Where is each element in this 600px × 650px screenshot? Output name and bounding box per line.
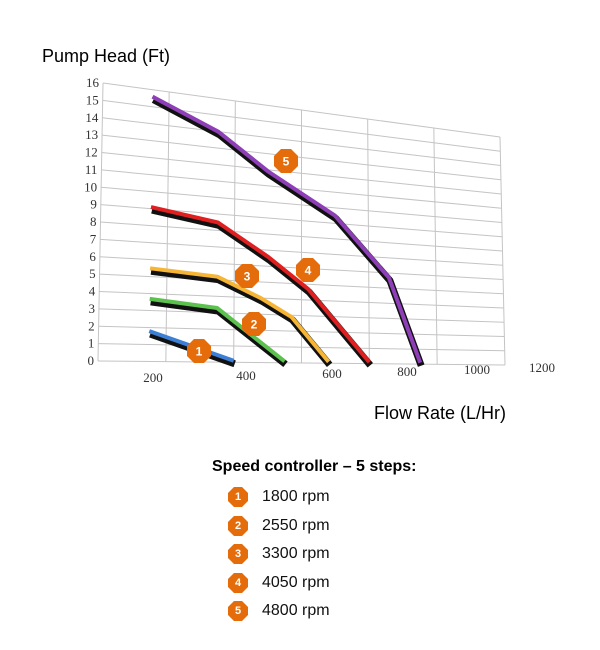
y-tick-label: 16 bbox=[86, 75, 100, 90]
series-3-marker: 3 bbox=[235, 264, 259, 288]
octagon-badge-icon: 5 bbox=[228, 601, 248, 622]
y-tick-label: 9 bbox=[90, 197, 97, 212]
marker-label: 3 bbox=[244, 270, 251, 284]
grid-line-v bbox=[97, 82, 104, 362]
legend-item-text: 3300 rpm bbox=[262, 545, 330, 563]
legend-item-text: 1800 rpm bbox=[262, 488, 330, 506]
octagon-icon bbox=[187, 339, 211, 363]
marker-label: 1 bbox=[196, 345, 203, 359]
y-tick-label: 4 bbox=[89, 284, 96, 299]
chart-series bbox=[148, 94, 425, 368]
y-tick-label: 10 bbox=[84, 179, 97, 194]
legend-item-text: 4800 rpm bbox=[262, 602, 330, 620]
octagon-icon bbox=[296, 258, 320, 282]
octagon-badge-icon: 4 bbox=[228, 572, 248, 593]
y-tick-label: 7 bbox=[90, 231, 97, 246]
marker-label: 4 bbox=[305, 264, 312, 278]
x-tick-label: 1000 bbox=[464, 362, 490, 377]
marker-label: 2 bbox=[251, 318, 258, 332]
series-2-line bbox=[149, 296, 286, 363]
legend-badge-number: 1 bbox=[234, 491, 242, 504]
series-3-line bbox=[149, 266, 331, 364]
y-tick-label: 13 bbox=[85, 127, 98, 142]
grid-line-v bbox=[165, 91, 170, 362]
x-tick-label: 200 bbox=[143, 370, 163, 385]
grid-line-v bbox=[433, 127, 438, 365]
legend-title: Speed controller – 5 steps: bbox=[212, 458, 417, 475]
series-5-line bbox=[151, 94, 423, 364]
octagon-badge-icon: 1 bbox=[228, 487, 248, 508]
x-tick-label: 600 bbox=[322, 366, 342, 381]
y-axis-label: Pump Head (Ft) bbox=[42, 46, 170, 66]
y-tick-label: 12 bbox=[85, 145, 98, 160]
series-1-marker: 1 bbox=[187, 339, 211, 363]
series-5-marker: 5 bbox=[274, 149, 298, 173]
grid-line-v bbox=[367, 118, 370, 364]
y-tick-label: 0 bbox=[88, 353, 95, 368]
chart-grid bbox=[97, 82, 506, 366]
octagon-icon bbox=[274, 149, 298, 173]
y-tick-label: 1 bbox=[88, 336, 95, 351]
y-tick-label: 15 bbox=[86, 92, 99, 107]
marker-label: 5 bbox=[283, 155, 290, 169]
legend-badge-number: 5 bbox=[234, 605, 242, 618]
y-tick-label: 14 bbox=[85, 110, 99, 125]
series-2-marker: 2 bbox=[242, 312, 266, 336]
legend-item-5: 5 4800 rpm bbox=[228, 597, 552, 626]
legend-item-4: 4 4050 rpm bbox=[228, 569, 552, 598]
legend-badge-number: 3 bbox=[234, 548, 242, 561]
octagon-badge-icon: 2 bbox=[228, 515, 248, 536]
legend-badge-number: 4 bbox=[234, 576, 242, 589]
x-axis-ticks: 200 400 600 800 1000 1200 bbox=[143, 360, 555, 385]
y-tick-label: 3 bbox=[88, 301, 95, 316]
legend-item-text: 4050 rpm bbox=[262, 573, 330, 591]
x-axis-label: Flow Rate (L/Hr) bbox=[374, 403, 506, 423]
octagon-icon bbox=[242, 312, 266, 336]
octagon-badge-icon: 3 bbox=[228, 544, 248, 565]
x-tick-label: 1200 bbox=[529, 360, 555, 375]
y-tick-label: 5 bbox=[89, 266, 96, 281]
series-markers: 1 2 3 4 5 bbox=[187, 149, 320, 363]
series-4-marker: 4 bbox=[296, 258, 320, 282]
octagon-icon bbox=[235, 264, 259, 288]
y-tick-label: 11 bbox=[85, 162, 98, 177]
speed-legend: Speed controller – 5 steps: 1 1800 rpm 2… bbox=[212, 458, 552, 626]
legend-item-2: 2 2550 rpm bbox=[228, 512, 552, 541]
series-4-line bbox=[150, 205, 371, 364]
x-tick-label: 800 bbox=[397, 364, 417, 379]
y-tick-label: 8 bbox=[90, 214, 97, 229]
legend-badge-number: 2 bbox=[234, 519, 242, 532]
legend-item-1: 1 1800 rpm bbox=[228, 483, 552, 512]
legend-item-text: 2550 rpm bbox=[262, 516, 330, 534]
legend-item-3: 3 3300 rpm bbox=[228, 540, 552, 569]
y-tick-label: 6 bbox=[89, 249, 96, 264]
grid-line-v bbox=[499, 136, 506, 366]
x-tick-label: 400 bbox=[236, 368, 256, 383]
y-tick-label: 2 bbox=[88, 318, 95, 333]
